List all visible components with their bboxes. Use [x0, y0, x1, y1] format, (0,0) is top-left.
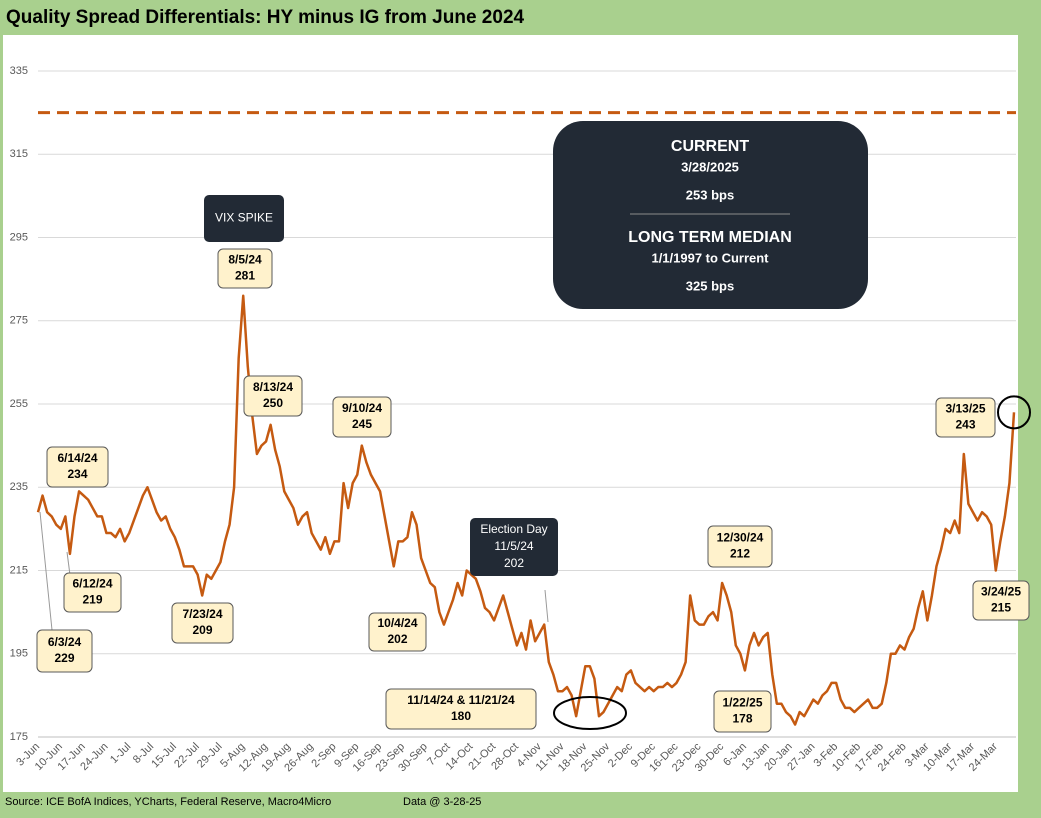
annotation-text: 202: [387, 632, 407, 646]
annotation-text: 215: [991, 601, 1011, 615]
data-date-note: Data @ 3-28-25: [403, 796, 481, 808]
annotation-box: [36, 629, 93, 673]
annotation-box: [171, 602, 234, 644]
annotation-text: 3/24/25: [981, 585, 1021, 599]
source-note: Source: ICE BofA Indices, YCharts, Feder…: [5, 796, 331, 808]
annotation-text: 219: [82, 593, 102, 607]
y-tick-label: 215: [10, 564, 28, 576]
annotation-text: 178: [732, 712, 752, 726]
annotation-text: 6/14/24: [57, 451, 97, 465]
y-tick-label: 335: [10, 65, 28, 77]
y-tick-label: 255: [10, 398, 28, 410]
annotation-text: 250: [263, 396, 283, 410]
spread-line: [36, 294, 1016, 726]
annotation-text: 9/10/24: [342, 401, 382, 415]
callout-text: Election Day: [480, 522, 547, 536]
annotation-text: 234: [67, 467, 87, 481]
annotation-text: 11/14/24 & 11/21/24: [407, 693, 515, 707]
info-text: CURRENT: [671, 138, 749, 155]
annotation-text: 209: [192, 623, 212, 637]
annotation-text: 281: [235, 269, 255, 283]
callout-text: VIX SPIKE: [215, 211, 273, 225]
annotation-text: 6/12/24: [72, 577, 112, 591]
annotation-box: [707, 525, 773, 568]
annotation-box: [63, 572, 122, 613]
annotation-text: 3/13/25: [945, 402, 985, 416]
info-text: 325 bps: [686, 278, 734, 293]
info-text: 3/28/2025: [681, 159, 739, 174]
info-text: 253 bps: [686, 187, 734, 202]
y-tick-label: 275: [10, 315, 28, 327]
annotation-box: [243, 375, 303, 417]
annotation-text: 6/3/24: [48, 635, 82, 649]
annotation-text: 243: [955, 418, 975, 432]
annotation-box: [368, 612, 427, 652]
leader-line: [66, 551, 71, 576]
y-tick-label: 315: [10, 148, 28, 160]
annotation-box: [385, 688, 537, 730]
info-text: LONG TERM MEDIAN: [628, 229, 792, 246]
annotation-text: 8/5/24: [228, 253, 262, 267]
annotation-text: 1/22/25: [722, 696, 762, 710]
y-tick-label: 195: [10, 648, 28, 660]
annotation-box: [217, 248, 273, 289]
callout-text: 202: [504, 556, 524, 570]
callout-text: 11/5/24: [494, 539, 533, 553]
annotation-text: 212: [730, 547, 750, 561]
y-tick-label: 235: [10, 481, 28, 493]
annotation-box: [713, 690, 772, 733]
y-tick-label: 175: [10, 731, 28, 743]
annotation-text: 180: [451, 709, 471, 723]
y-tick-label: 295: [10, 231, 28, 243]
highlight-ellipse: [553, 696, 627, 730]
annotation-box: [46, 446, 109, 488]
annotation-text: 229: [54, 651, 74, 665]
highlight-circle: [997, 395, 1031, 430]
leader-line: [544, 589, 549, 623]
annotation-box: [332, 396, 392, 438]
annotation-text: 12/30/24: [717, 531, 764, 545]
leader-line: [39, 511, 53, 631]
annotation-box: [972, 580, 1030, 621]
annotation-text: 8/13/24: [253, 380, 293, 394]
callout-box: [204, 195, 284, 242]
annotation-text: 7/23/24: [182, 607, 222, 621]
info-box: [553, 121, 868, 309]
chart-title: Quality Spread Differentials: HY minus I…: [6, 7, 525, 28]
info-text: 1/1/1997 to Current: [651, 250, 769, 265]
callout-box: [470, 518, 558, 576]
annotation-text: 10/4/24: [377, 616, 417, 630]
annotation-box: [935, 397, 996, 438]
annotation-text: 245: [352, 417, 372, 431]
